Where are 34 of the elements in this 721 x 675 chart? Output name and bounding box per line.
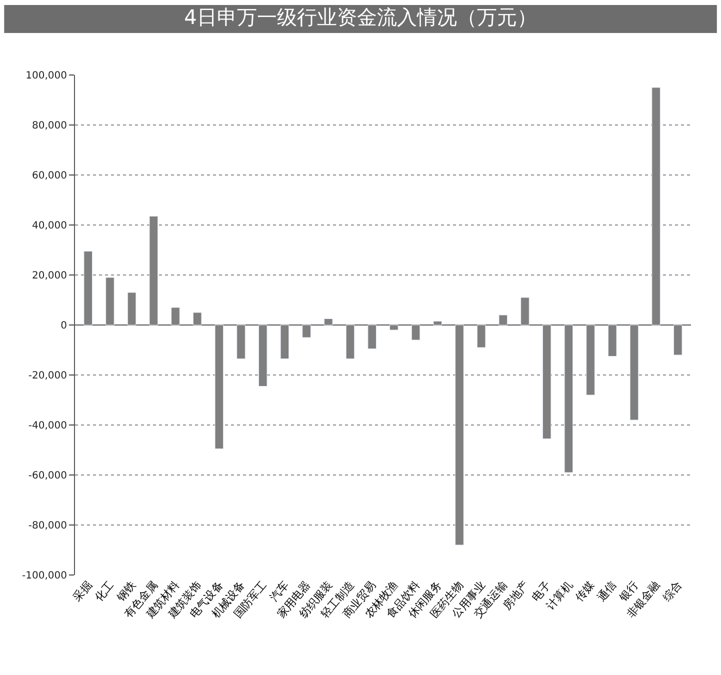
y-tick-label: -100,000	[22, 570, 67, 582]
y-tick-label: -80,000	[28, 520, 67, 532]
bar	[390, 324, 398, 330]
bar	[324, 318, 333, 326]
y-tick-label: 100,000	[26, 70, 67, 82]
y-tick-label: -20,000	[28, 370, 67, 382]
y-tick-label: -60,000	[28, 470, 67, 482]
bar	[411, 324, 420, 340]
chart-title: 4日申万一级行业资金流入情况（万元）	[184, 4, 537, 29]
x-tick-label: 通信	[594, 578, 619, 604]
x-tick-label: 化工	[92, 578, 116, 604]
bar	[433, 321, 442, 326]
x-tick-label: 采掘	[70, 578, 95, 604]
bar	[192, 312, 202, 326]
y-tick-label: 20,000	[32, 270, 67, 282]
y-tick-label: 60,000	[32, 170, 67, 182]
bar	[520, 297, 530, 326]
y-tick-label: -40,000	[28, 420, 67, 432]
bar	[236, 324, 246, 359]
bar	[302, 324, 311, 338]
bar	[346, 324, 355, 359]
bar	[498, 314, 508, 326]
bar	[673, 324, 682, 356]
bar	[171, 307, 180, 326]
x-tick-label: 传媒	[572, 578, 598, 604]
bar	[608, 324, 617, 356]
y-tick-label: 40,000	[32, 220, 67, 232]
y-tick-label: 0	[60, 320, 67, 332]
bar	[476, 324, 486, 348]
bar	[368, 324, 376, 349]
x-tick-label: 综合	[660, 578, 684, 604]
bar	[127, 292, 136, 326]
bar	[280, 324, 290, 359]
y-tick-label: 80,000	[32, 120, 67, 132]
